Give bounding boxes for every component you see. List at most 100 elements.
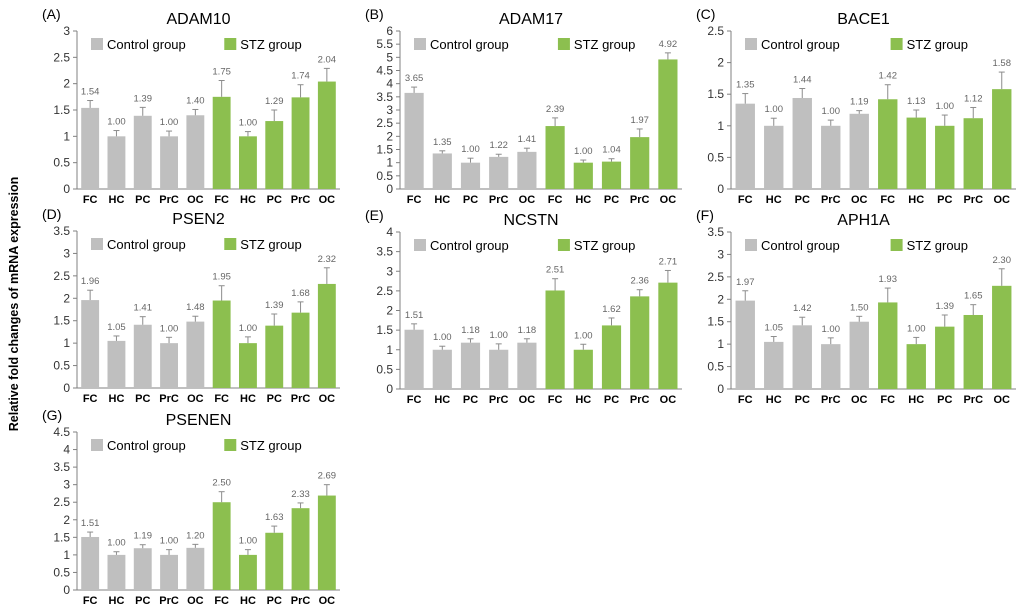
x-tick-label: OC <box>660 194 677 206</box>
bar-control <box>404 92 424 189</box>
x-tick-label: PC <box>267 393 282 405</box>
x-tick-label: OC <box>519 394 536 406</box>
y-tick-label: 3.5 <box>53 224 70 238</box>
bar-control <box>821 344 841 389</box>
data-label: 1.00 <box>765 104 784 115</box>
legend-swatch-stz <box>557 38 570 50</box>
panel-ncstn: (E) NCSTN 0 0.5 1 1.5 2 2.5 3 3.5 4 Control group ST… <box>365 207 682 406</box>
bar-control <box>81 536 100 590</box>
x-tick-label: PC <box>135 595 150 607</box>
legend-swatch-stz <box>557 239 570 251</box>
data-label: 1.05 <box>107 322 126 333</box>
x-tick-label: OC <box>319 194 336 206</box>
x-tick-label: PC <box>795 394 810 406</box>
data-label: 1.39 <box>265 300 284 311</box>
x-tick-label: FC <box>548 194 563 206</box>
x-tick-label: FC <box>880 394 895 406</box>
bar-control <box>186 321 205 388</box>
data-label: 1.42 <box>793 303 812 314</box>
y-tick-label: 1.5 <box>707 315 724 329</box>
data-label: 1.63 <box>265 512 284 523</box>
data-label: 1.41 <box>134 303 153 314</box>
y-tick-label: 0.5 <box>376 169 393 183</box>
y-tick-label: 3 <box>63 246 70 260</box>
panel-label: (F) <box>696 207 714 223</box>
legend-label-stz: STZ group <box>240 237 301 252</box>
y-tick-label: 3 <box>386 264 393 278</box>
x-tick-label: OC <box>187 194 204 206</box>
x-tick-label: HC <box>434 194 450 206</box>
y-tick-label: 2 <box>386 129 393 143</box>
legend-label-stz: STZ group <box>574 37 635 52</box>
legend-label-stz: STZ group <box>574 238 635 253</box>
bar-stz <box>935 326 955 389</box>
x-tick-label: PrC <box>821 194 841 206</box>
chart-title: APH1A <box>837 212 890 229</box>
bar-stz <box>317 283 336 388</box>
x-tick-label: FC <box>83 194 98 206</box>
chart-title: PSENEN <box>166 412 232 429</box>
legend-swatch-stz <box>890 38 903 50</box>
bar-control <box>460 162 481 189</box>
y-tick-label: 3 <box>717 247 724 261</box>
y-tick-label: 0 <box>63 182 70 196</box>
y-tick-label: 1.5 <box>53 530 70 544</box>
legend-swatch-stz <box>224 238 237 250</box>
y-tick-label: 2 <box>63 513 70 527</box>
bar-stz <box>265 532 284 590</box>
panel-label: (E) <box>365 207 384 223</box>
bar-stz <box>239 343 257 388</box>
bar-control <box>792 325 812 389</box>
x-tick-label: HC <box>766 394 782 406</box>
x-tick-label: PC <box>937 394 952 406</box>
y-tick-label: 2.5 <box>376 284 393 298</box>
legend-label-control: Control group <box>107 438 186 453</box>
x-tick-label: PrC <box>963 394 983 406</box>
x-tick-label: FC <box>214 194 229 206</box>
x-tick-label: PrC <box>489 394 509 406</box>
x-tick-label: OC <box>319 595 336 607</box>
panel-label: (B) <box>365 6 384 22</box>
y-tick-label: 1.5 <box>376 143 393 157</box>
legend-label-stz: STZ group <box>907 37 968 52</box>
data-label: 1.96 <box>81 276 100 287</box>
y-tick-label: 2.5 <box>53 495 70 509</box>
data-label: 2.71 <box>659 256 678 267</box>
legend-swatch-control <box>745 239 757 251</box>
bar-control <box>133 548 152 590</box>
y-tick-label: 0 <box>717 182 724 196</box>
bar-control <box>81 107 100 189</box>
data-label: 1.19 <box>134 531 153 542</box>
panel-psenen: (G) PSENEN 0 0.5 1 1.5 2 2.5 3 3.5 4 4.5 Control gro… <box>42 407 340 607</box>
data-label: 1.00 <box>239 323 258 334</box>
bar-control <box>432 349 452 389</box>
panel-aph1a: (F) APH1A 0 0.5 1 1.5 2 2.5 3 3.5 Control group STZ… <box>696 207 1016 406</box>
x-tick-label: FC <box>880 194 895 206</box>
data-label: 2.51 <box>546 265 565 276</box>
bar-stz <box>212 96 231 189</box>
data-label: 1.18 <box>461 325 480 336</box>
chart-title: NCSTN <box>503 212 558 229</box>
data-label: 1.50 <box>850 302 869 313</box>
y-tick-label: 3.5 <box>376 245 393 259</box>
panel-adam17: (B) ADAM17 00.511.522.533.544.555.56 Contro… <box>365 6 682 206</box>
bar-control <box>489 349 509 389</box>
bar-stz <box>963 118 983 189</box>
bar-stz <box>601 161 622 189</box>
bar-stz <box>212 502 231 590</box>
x-tick-label: PrC <box>159 194 179 206</box>
bar-control <box>460 342 481 389</box>
chart-title: ADAM10 <box>166 11 230 28</box>
x-tick-label: PrC <box>291 194 311 206</box>
bar-control <box>186 547 205 590</box>
data-label: 1.00 <box>107 117 126 128</box>
y-tick-label: 1 <box>717 119 724 133</box>
legend-swatch-stz <box>224 439 237 451</box>
y-tick-label: 0 <box>63 381 70 395</box>
y-tick-label: 1.5 <box>53 314 70 328</box>
x-tick-label: FC <box>738 194 753 206</box>
data-label: 1.13 <box>907 96 926 107</box>
data-label: 1.20 <box>186 530 205 541</box>
bar-control <box>160 554 178 590</box>
